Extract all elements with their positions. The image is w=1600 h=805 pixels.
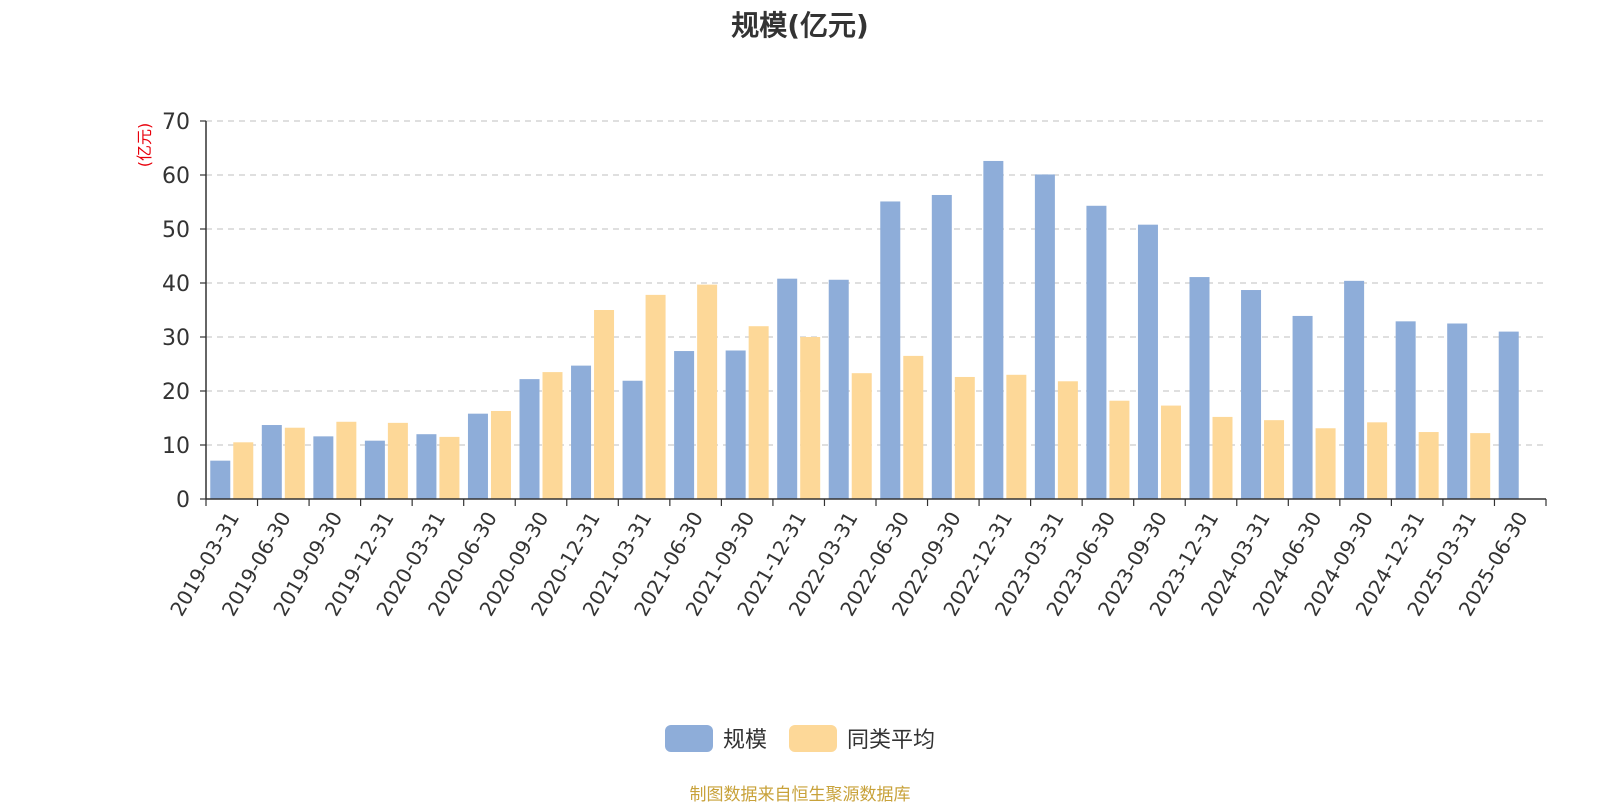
bar-scale xyxy=(674,351,695,499)
bar-scale xyxy=(1086,205,1107,499)
legend-label: 规模 xyxy=(722,728,767,753)
bar-category-average xyxy=(851,373,872,499)
bar-category-average xyxy=(542,372,563,499)
bar-scale xyxy=(880,201,901,499)
y-tick-label: 70 xyxy=(162,110,190,135)
bar-category-average xyxy=(1264,420,1285,499)
bar-scale xyxy=(725,350,746,499)
y-tick-label: 30 xyxy=(162,326,190,351)
bar-category-average xyxy=(1418,432,1439,499)
bar-scale xyxy=(571,365,592,499)
bar-scale xyxy=(828,279,849,499)
bar-scale xyxy=(1395,321,1416,499)
bar-category-average xyxy=(490,410,511,499)
bar-scale xyxy=(1498,331,1519,499)
bar-scale xyxy=(1034,174,1055,499)
legend-swatch xyxy=(789,724,837,752)
bar-category-average xyxy=(697,284,718,499)
bar-category-average xyxy=(1006,374,1027,499)
bars xyxy=(210,160,1519,500)
y-tick-label: 60 xyxy=(162,164,190,189)
bar-category-average xyxy=(1212,416,1233,499)
legend-item-scale[interactable]: 规模 xyxy=(664,722,767,754)
legend: 规模 同类平均 xyxy=(0,722,1600,754)
bar-scale xyxy=(313,436,334,499)
bar-scale xyxy=(519,379,540,499)
bar-category-average xyxy=(1315,428,1336,499)
bar-category-average xyxy=(284,427,305,499)
bar-scale xyxy=(622,380,643,499)
bar-scale xyxy=(1344,280,1365,499)
bar-scale xyxy=(364,440,385,499)
bar-scale xyxy=(1189,277,1210,499)
bar-category-average xyxy=(1109,400,1130,499)
bar-scale xyxy=(1137,224,1158,499)
bar-scale xyxy=(261,425,282,499)
y-tick-label: 20 xyxy=(162,380,190,405)
y-tick-label: 0 xyxy=(176,488,190,513)
bar-category-average xyxy=(645,294,666,499)
y-tick-label: 40 xyxy=(162,272,190,297)
y-tick-label: 50 xyxy=(162,218,190,243)
bar-category-average xyxy=(594,310,615,499)
legend-item-category-average[interactable]: 同类平均 xyxy=(789,722,935,754)
bar-category-average xyxy=(336,421,357,499)
bar-category-average xyxy=(233,442,254,499)
y-tick-label: 10 xyxy=(162,434,190,459)
bar-scale xyxy=(1292,315,1313,499)
legend-swatch xyxy=(664,724,713,752)
bar-scale xyxy=(1447,323,1468,499)
bar-category-average xyxy=(1470,433,1491,499)
bar-scale xyxy=(983,160,1004,499)
bar-scale xyxy=(1241,290,1262,499)
bar-category-average xyxy=(1160,405,1181,499)
legend-label: 同类平均 xyxy=(847,728,936,753)
axes xyxy=(200,120,1547,506)
chart-title: 规模(亿元) xyxy=(731,9,869,42)
bar-scale xyxy=(777,278,798,499)
bar-scale xyxy=(931,194,952,500)
bar-category-average xyxy=(1057,381,1078,499)
bar-category-average xyxy=(1367,422,1388,499)
bar-scale xyxy=(467,413,488,499)
bar-category-average xyxy=(387,422,408,499)
bar-category-average xyxy=(800,337,821,499)
bar-scale xyxy=(210,460,231,499)
bar-scale xyxy=(416,434,437,499)
bar-category-average xyxy=(954,376,975,499)
bar-category-average xyxy=(748,326,769,499)
bar-category-average xyxy=(439,436,460,499)
bar-category-average xyxy=(903,355,924,499)
y-axis-label: (亿元) xyxy=(135,123,154,168)
data-source-note: 制图数据来自恒生聚源数据库 xyxy=(689,785,911,805)
